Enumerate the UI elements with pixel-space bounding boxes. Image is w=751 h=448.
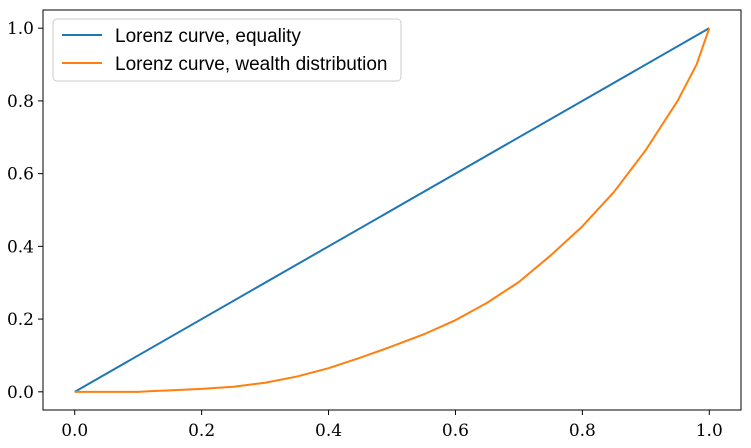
x-tick-label: 1.0 bbox=[696, 421, 723, 441]
legend-box bbox=[52, 18, 402, 82]
legend-label: Lorenz curve, equality bbox=[115, 26, 301, 47]
legend-label: Lorenz curve, wealth distribution bbox=[115, 54, 387, 75]
series-line-equality bbox=[74, 27, 710, 393]
legend: Lorenz curve, equality Lorenz curve, weal… bbox=[52, 18, 402, 82]
y-tick-label: 0.2 bbox=[7, 310, 34, 330]
y-tick-label: 0.6 bbox=[7, 165, 34, 185]
x-tick-label: 0.6 bbox=[442, 421, 469, 441]
x-tick-label: 0.2 bbox=[188, 421, 215, 441]
plot-area: 0.0 0.2 0.4 0.6 0.8 1.0 0.0 0.2 0.4 0.6 0.8 1.0 bbox=[7, 9, 742, 441]
y-tick-label: 1.0 bbox=[7, 19, 34, 39]
x-tick-label: 0.4 bbox=[315, 421, 342, 441]
series-line-wealth-distribution bbox=[74, 27, 711, 393]
y-tick-label: 0.4 bbox=[7, 237, 34, 257]
axes-frame bbox=[42, 9, 742, 411]
x-tick-label: 0.8 bbox=[569, 421, 596, 441]
y-tick-label: 0.0 bbox=[7, 383, 34, 403]
y-tick-label: 0.8 bbox=[7, 92, 34, 112]
x-tick-label: 0.0 bbox=[61, 421, 88, 441]
